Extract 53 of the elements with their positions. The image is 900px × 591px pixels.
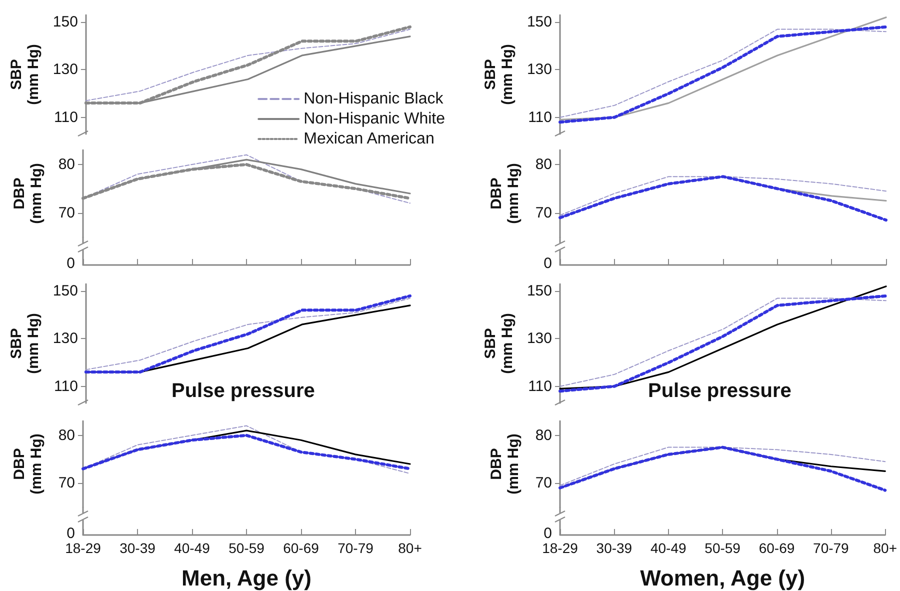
y-tick-label: 80 — [535, 426, 552, 444]
x-tick-label: 80+ — [398, 540, 422, 556]
y-tick-label: 130 — [526, 61, 552, 78]
y-axis-title: SBP (mm Hg) — [482, 313, 516, 374]
x-axis-title: Women, Age (y) — [640, 566, 806, 590]
y-tick-label: 150 — [526, 14, 552, 31]
x-axis-title: Men, Age (y) — [182, 566, 312, 590]
y-tick-label: 70 — [58, 474, 75, 492]
y-tick-label: 80 — [58, 426, 75, 444]
text: 0 — [66, 255, 75, 272]
y-tick-label: 110 — [54, 378, 78, 395]
x-tick-label: 18-29 — [542, 540, 578, 556]
y-tick-label: 110 — [54, 108, 78, 126]
legend-label: Mexican American — [304, 130, 434, 148]
y-axis-title: SBP (mm Hg) — [8, 313, 42, 374]
text: 0 — [544, 255, 552, 272]
x-tick-label: 18-29 — [65, 540, 102, 556]
y-tick-label: 80 — [58, 156, 75, 173]
y-tick-label: 130 — [52, 61, 78, 78]
x-tick-label: 30-39 — [120, 540, 156, 556]
y-tick-label: 130 — [52, 330, 78, 348]
x-tick-label: 50-59 — [704, 540, 741, 556]
y-axis-title: DBP (mm Hg) — [488, 434, 522, 494]
annotation: Pulse pressure — [648, 380, 792, 402]
y-axis-title: DBP (mm Hg) — [11, 163, 45, 224]
y-axis-title: DBP (mm Hg) — [11, 434, 45, 494]
x-tick-label: 40-49 — [650, 540, 686, 556]
y-axis-title: SBP (mm Hg) — [482, 44, 516, 105]
y-tick-label: 110 — [528, 108, 552, 126]
y-tick-label: 150 — [526, 282, 552, 300]
y-tick-label: 150 — [52, 14, 78, 31]
y-tick-label: 70 — [535, 204, 552, 222]
y-tick-label: 70 — [535, 474, 552, 492]
y-tick-label: 110 — [528, 378, 552, 395]
legend-label: Non-Hispanic Black — [304, 90, 444, 108]
y-axis-title: DBP (mm Hg) — [488, 163, 522, 224]
x-tick-label: 50-59 — [228, 540, 265, 556]
y-tick-label: 70 — [58, 204, 75, 222]
y-axis-title: SBP (mm Hg) — [8, 44, 42, 105]
x-tick-label: 60-69 — [758, 540, 795, 556]
x-tick-label: 70-79 — [338, 540, 374, 556]
x-tick-label: 70-79 — [813, 540, 850, 556]
x-tick-label: 60-69 — [283, 540, 320, 556]
text: 0 — [544, 525, 552, 542]
x-tick-label: 30-39 — [596, 540, 632, 556]
annotation: Pulse pressure — [172, 380, 315, 402]
x-tick-label: 40-49 — [174, 540, 210, 556]
y-tick-label: 150 — [52, 282, 78, 300]
y-tick-label: 80 — [535, 156, 552, 173]
x-tick-label: 80+ — [873, 540, 897, 556]
text: 0 — [66, 525, 75, 542]
y-tick-label: 130 — [526, 330, 552, 348]
legend-label: Non-Hispanic White — [304, 110, 446, 128]
